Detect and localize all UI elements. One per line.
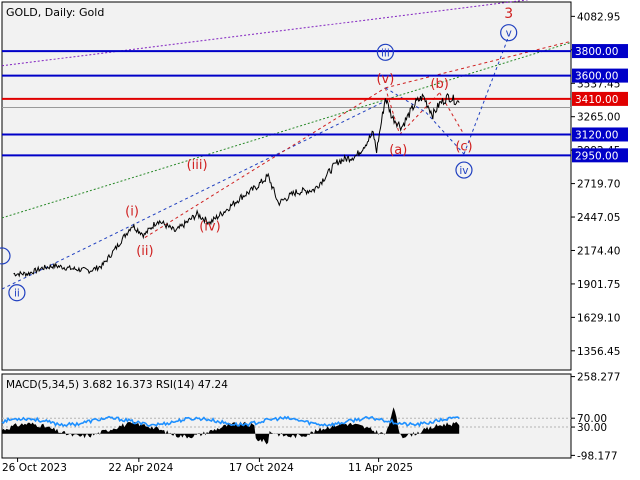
wave-path-red: [384, 87, 401, 135]
wave-label: (a): [389, 143, 407, 158]
price-series-line: [13, 93, 460, 278]
y-tick-label: 4082.95: [577, 11, 620, 23]
level-tag: [572, 148, 628, 163]
wave-label-circle: [8, 284, 26, 302]
wave-label: iv: [459, 165, 468, 177]
wave-label: (v): [376, 72, 394, 87]
main-price-panel: 4082.953810.203537.453265.002992.452719.…: [0, 0, 628, 371]
wave-label: (iii): [187, 158, 208, 173]
level-tag-label: 3600.00: [575, 71, 618, 83]
level-tag: [572, 68, 628, 83]
channel-line-blue: [1, 97, 393, 290]
level-tag-label: 3800.00: [575, 46, 618, 58]
x-tick-label: 17 Oct 2024: [229, 462, 294, 474]
main-panel-frame: [1, 1, 572, 371]
y-tick-label: 1356.45: [577, 346, 620, 358]
wave-label: (ii): [136, 244, 153, 259]
wave-label: (c): [455, 140, 472, 155]
channel-line-top: [1, 0, 530, 67]
y-tick-label: 2174.40: [577, 245, 620, 257]
wave-label: iii: [381, 47, 390, 59]
indicator-y-tick-label: 258.277: [577, 372, 620, 384]
x-tick-label: 22 Apr 2024: [108, 462, 173, 474]
y-tick-label: 3265.00: [577, 112, 620, 124]
channel-line-red-upper: [385, 40, 572, 89]
indicator-y-tick-label: 30.00: [577, 422, 607, 434]
y-tick-label: 1629.10: [577, 312, 620, 324]
wave-label: v: [506, 28, 512, 40]
wave-label-circle: [376, 43, 394, 61]
x-tick-label: 11 Apr 2025: [348, 462, 413, 474]
level-tag-label: 3120.00: [575, 129, 618, 141]
x-axis: 26 Oct 2023 22 Apr 2024 17 Oct 2024 11 Apr …: [2, 458, 413, 474]
y-tick-label: 2447.05: [577, 212, 620, 224]
y-tick-label: 2719.70: [577, 179, 620, 191]
wave-label: (iv): [199, 219, 220, 234]
macd-histogram: [2, 407, 460, 445]
indicator-panel-frame: [1, 373, 572, 459]
wave-label-circle: [0, 247, 11, 265]
indicator-y-tick-label: -98.177: [577, 450, 618, 462]
y-tick-label: 1901.75: [577, 279, 620, 291]
wave-label: 3: [504, 6, 513, 22]
level-tag: [572, 91, 628, 106]
wave-label: (i): [125, 205, 139, 220]
indicator-y-tick-label: 70.00: [577, 413, 607, 425]
level-tag: [572, 127, 628, 142]
level-tag: [572, 44, 628, 59]
wave-path-blue: [385, 87, 427, 113]
rsi-line: [1, 415, 460, 428]
wave-label-circle: [455, 161, 473, 179]
wave-label: (b): [430, 77, 448, 92]
wave-label-circle: [500, 24, 518, 42]
indicator-label: MACD(5,34,5) 3.682 16.373 RSI(14) 47.24: [6, 379, 228, 391]
channel-line-mid: [1, 42, 572, 219]
chart-title: GOLD, Daily: Gold: [6, 6, 104, 19]
level-tag-label: 3410.00: [575, 94, 618, 106]
level-tag-label: 2950.00: [575, 150, 618, 162]
channel-line-red: [144, 87, 386, 238]
x-tick-label: 26 Oct 2023: [2, 462, 67, 474]
wave-label: ii: [14, 288, 20, 300]
